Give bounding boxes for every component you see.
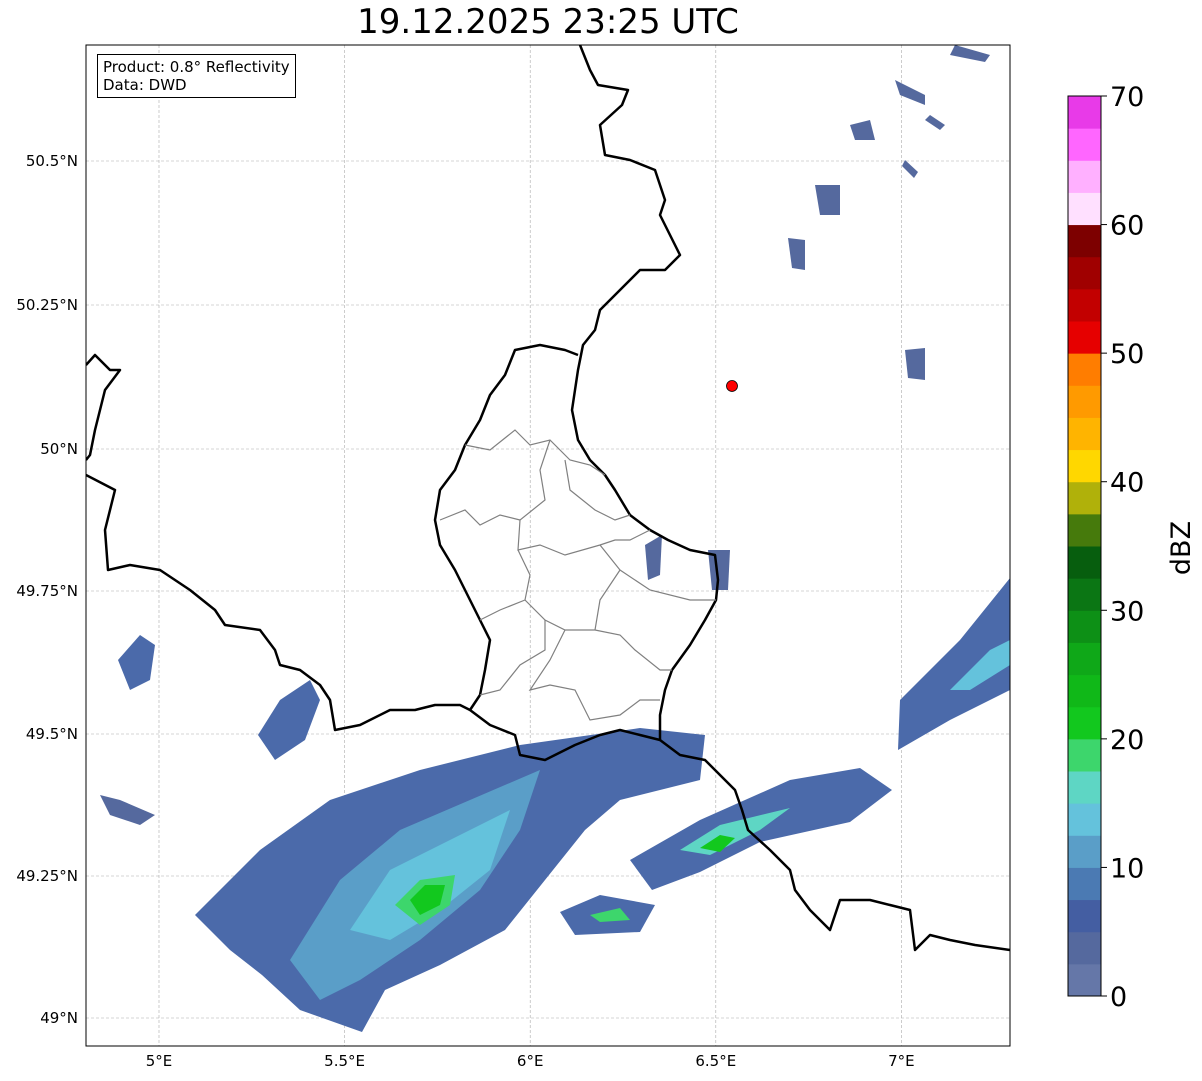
echo-north-5: [788, 238, 805, 270]
lat-tick-label: 49.25°N: [16, 867, 78, 885]
echo-ne-band: [898, 578, 1010, 750]
colorbar-bin: [1068, 578, 1101, 611]
colorbar-bin: [1068, 931, 1101, 965]
colorbar-bin: [1068, 610, 1101, 643]
echo-middle-green: [700, 835, 735, 852]
lon-tick-label: 7°E: [888, 1052, 915, 1070]
lat-tick-label: 50°N: [40, 440, 78, 458]
map-title: 19.12.2025 23:25 UTC: [357, 2, 739, 42]
colorbar-tick-label: 70: [1110, 82, 1144, 113]
map-frame: [85, 44, 1011, 1047]
lon-tick-label: 6.5°E: [695, 1052, 736, 1070]
colorbar-bin: [1068, 674, 1101, 708]
colorbar-tick-label: 10: [1110, 853, 1144, 884]
colorbar-tick-label: 40: [1110, 468, 1144, 499]
echo-sw-bright: [410, 885, 445, 915]
colorbar-bin: [1068, 353, 1101, 386]
colorbar-bin: [1068, 385, 1101, 418]
echo-north-1: [850, 120, 875, 140]
radar-echoes: [100, 45, 1010, 1032]
colorbar-bin: [1068, 321, 1101, 354]
border-fr-be: [86, 473, 471, 732]
lat-tick-label: 50.25°N: [16, 296, 78, 314]
colorbar-frame: [1067, 95, 1102, 997]
colorbar-bin: [1068, 963, 1101, 997]
lon-tick-label: 5.5°E: [324, 1052, 365, 1070]
echo-north-2: [895, 80, 925, 105]
axis-ticks: 5°E 5.5°E 6°E 6.5°E 7°E 50.5°N 50.25°N 50°N 49.7…: [16, 152, 914, 1070]
colorbar-bin: [1068, 642, 1101, 676]
colorbar-bin: [1068, 449, 1101, 483]
echo-west-block: [258, 680, 320, 760]
colorbar-bin: [1068, 417, 1101, 451]
colorbar-bin: [1068, 224, 1101, 258]
border-nw: [86, 353, 122, 461]
colorbar-bin: [1068, 128, 1101, 161]
colorbar-bin: [1068, 160, 1101, 193]
colorbar-bin: [1068, 738, 1101, 772]
colorbar-tick-label: 20: [1110, 725, 1144, 756]
echo-north-8: [902, 160, 918, 178]
colorbar-bin: [1068, 706, 1101, 740]
colorbar: 0 10 20 30 40 50 60 70 dBZ: [1067, 82, 1197, 1013]
echo-ne-core: [950, 640, 1010, 690]
colorbar-bin: [1068, 513, 1101, 547]
data-source-label: Data: DWD: [103, 76, 187, 94]
colorbar-tick-label: 60: [1110, 211, 1144, 242]
product-label: Product: 0.8° Reflectivity: [103, 58, 290, 76]
echo-north-7: [925, 115, 945, 130]
colorbar-bin: [1068, 288, 1101, 322]
border-de-east: [570, 45, 1010, 952]
country-borders: [86, 45, 1010, 952]
border-luxembourg: [433, 343, 661, 762]
echo-west-small2: [100, 795, 155, 825]
echo-sw-inner: [350, 810, 510, 940]
canton-borders: [439, 429, 716, 721]
colorbar-label: dBZ: [1166, 521, 1197, 575]
lon-tick-label: 6°E: [517, 1052, 544, 1070]
colorbar-bin: [1068, 803, 1101, 836]
echo-east-small2: [708, 550, 730, 590]
colorbar-bin: [1068, 835, 1101, 868]
colorbar-tick-label: 30: [1110, 596, 1144, 627]
colorbar-bin: [1068, 96, 1101, 129]
colorbar-bin: [1068, 899, 1101, 933]
lat-tick-label: 49°N: [40, 1009, 78, 1027]
location-marker: [726, 380, 738, 392]
echo-west-small: [118, 635, 155, 690]
info-box: Product: 0.8° Reflectivity Data: DWD: [97, 54, 296, 98]
lat-tick-label: 49.75°N: [16, 582, 78, 600]
colorbar-tick-label: 50: [1110, 339, 1144, 370]
colorbar-bin: [1068, 256, 1101, 290]
echo-east-small: [645, 535, 662, 580]
echo-south-core: [590, 908, 630, 922]
echo-north-3: [905, 348, 925, 380]
colorbar-bin: [1068, 192, 1101, 226]
lat-tick-label: 50.5°N: [26, 152, 78, 170]
colorbar-bin: [1068, 867, 1101, 901]
colorbar-bin: [1068, 481, 1101, 515]
echo-north-6: [950, 45, 990, 62]
colorbar-tick-label: 0: [1110, 982, 1127, 1013]
lon-tick-label: 5°E: [146, 1052, 173, 1070]
colorbar-bin: [1068, 546, 1101, 579]
colorbar-bin: [1068, 771, 1101, 804]
lat-tick-label: 49.5°N: [26, 725, 78, 743]
echo-north-4: [815, 185, 840, 215]
